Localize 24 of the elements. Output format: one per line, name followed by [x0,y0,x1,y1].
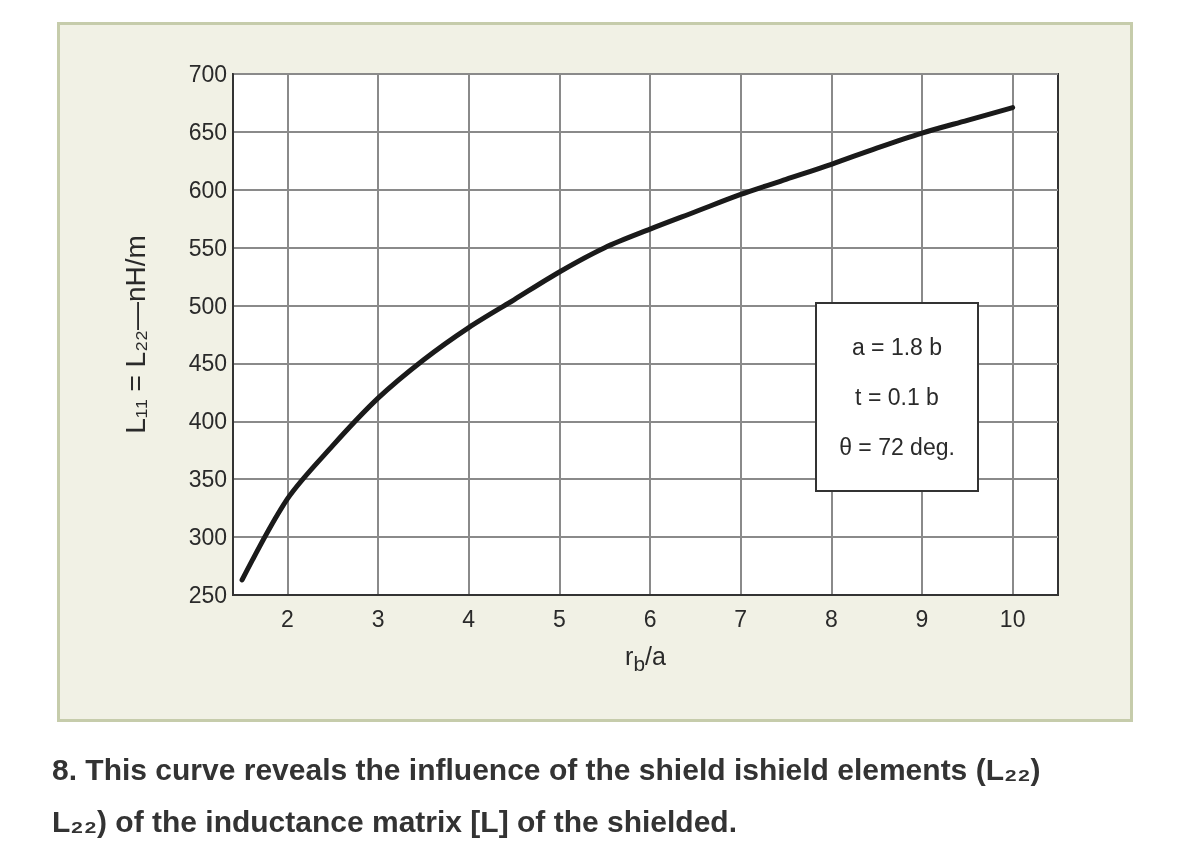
x-tick-label: 7 [734,605,748,632]
y-tick-label: 700 [188,61,227,87]
y-tick-label: 600 [188,176,227,203]
x-tick-label: 10 [999,605,1026,632]
x-axis-title: r$_{b}$/a [624,641,667,677]
x-tick-label: 8 [824,605,838,632]
y-tick-label: 300 [188,524,227,551]
y-tick-label: 650 [188,118,227,145]
y-tick-label: 350 [188,466,227,493]
y-tick-label: 250 [188,582,227,608]
annotation: a = 1.8 b t = 0.1 b θ = 72 deg. [839,333,955,462]
x-tick-label: 2 [281,605,294,632]
x-tick-label: 9 [915,605,929,632]
y-axis-title: L₁₁ = L₂₂—nH/m [119,235,151,434]
y-tick-label: 400 [188,408,227,435]
x-tick-label: 5 [552,605,566,632]
note-box: a = 1.8 b t = 0.1 b θ = 72 deg. [815,302,979,492]
text: 8. This curve reveals the influence of the shield ishield elements (L₂₂) L₂₂) of the inductance matrix [L] of the shielded. [52,752,1042,840]
y-tick-label: 550 [188,234,227,261]
y-tick-label: 450 [188,350,227,377]
x-tick-label: 6 [643,605,657,632]
x-tick-label: 3 [371,605,385,632]
y-tick-label: 500 [188,292,227,319]
x-tick-label: 4 [462,605,476,632]
